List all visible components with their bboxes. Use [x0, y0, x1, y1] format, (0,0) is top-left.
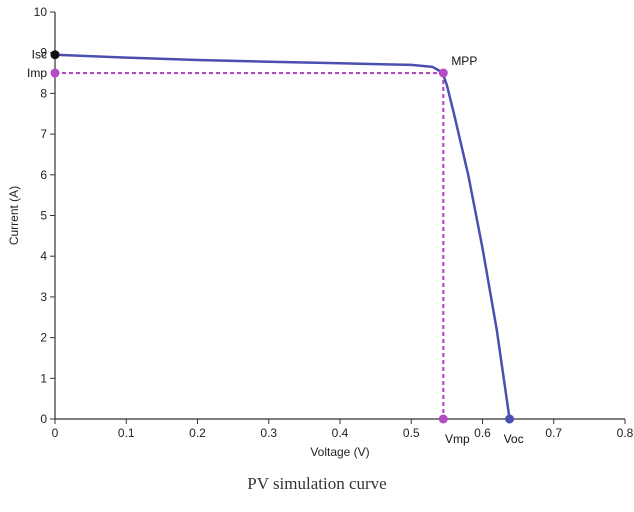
isc-marker — [50, 50, 60, 60]
y-tick-label: 7 — [40, 127, 47, 141]
series-layer — [54, 53, 511, 420]
isc-label: Isc — [32, 48, 47, 62]
marker-layer: Isc Imp MPP Vmp Voc — [27, 48, 524, 446]
reference-lines — [55, 71, 445, 419]
x-tick-label: 0 — [52, 426, 59, 440]
x-tick-label: 0.1 — [118, 426, 135, 440]
iv-chart: 0 0.1 0.2 0.3 0.4 0.5 0.6 0.7 0.8 0 1 2 3 4 5 6 7 8 9 10 Is… — [7, 5, 634, 459]
x-tick-label: 0.6 — [474, 426, 491, 440]
y-tick-label: 9 — [40, 46, 47, 60]
y-axis-title: Current (A) — [7, 186, 21, 245]
mpp-marker — [438, 68, 448, 78]
voc-marker — [505, 414, 515, 424]
ticks: 0 0.1 0.2 0.3 0.4 0.5 0.6 0.7 0.8 0 1 2 3 4 5 6 7 8 9 10 — [34, 5, 634, 440]
x-tick-label: 0.8 — [617, 426, 634, 440]
y-tick-label: 5 — [40, 209, 47, 223]
x-tick-label: 0.3 — [260, 426, 277, 440]
figure-caption: PV simulation curve — [247, 474, 387, 493]
imp-label: Imp — [27, 66, 47, 80]
imp-marker — [50, 68, 60, 78]
y-tick-label: 4 — [40, 249, 47, 263]
vmp-label: Vmp — [445, 432, 470, 446]
y-tick-label: 2 — [40, 331, 47, 345]
x-axis-title: Voltage (V) — [310, 445, 369, 459]
y-tick-label: 10 — [34, 5, 48, 19]
y-tick-label: 1 — [40, 371, 47, 385]
x-tick-label: 0.5 — [403, 426, 420, 440]
iv-curve-line — [54, 53, 511, 420]
y-tick-label: 8 — [40, 86, 47, 100]
y-tick-label: 0 — [40, 412, 47, 426]
y-tick-label: 6 — [40, 168, 47, 182]
mpp-label: MPP — [451, 54, 477, 68]
x-tick-label: 0.2 — [189, 426, 206, 440]
y-tick-label: 3 — [40, 290, 47, 304]
x-tick-label: 0.4 — [332, 426, 349, 440]
vmp-marker — [438, 414, 448, 424]
x-tick-label: 0.7 — [545, 426, 562, 440]
voc-label: Voc — [504, 432, 524, 446]
